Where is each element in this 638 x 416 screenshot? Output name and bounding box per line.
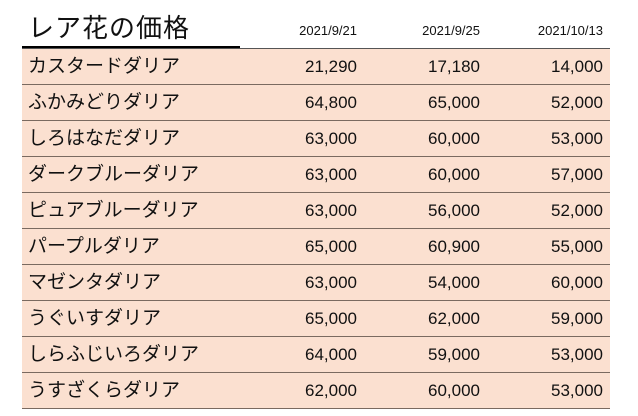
flower-name-cell: しらふじいろダリア — [28, 343, 200, 365]
flower-name-cell: しろはなだダリア — [28, 127, 181, 149]
table-row: カスタードダリア 21,290 17,180 14,000 — [22, 49, 610, 85]
price-cell: 53,000 — [551, 381, 603, 400]
price-cell: 60,000 — [428, 381, 480, 400]
flower-name-cell: パープルダリア — [28, 235, 160, 257]
date-header-3: 2021/10/13 — [537, 23, 603, 38]
price-cell: 65,000 — [305, 237, 357, 256]
flower-name-cell: ダークブルーダリア — [28, 163, 200, 185]
price-cell: 60,000 — [428, 129, 480, 148]
price-cell: 53,000 — [551, 345, 603, 364]
table-row: しろはなだダリア 63,000 60,000 53,000 — [22, 121, 610, 157]
price-cell: 63,000 — [305, 201, 357, 220]
flower-name-cell: うぐいすダリア — [28, 307, 162, 329]
flower-name-cell: マゼンタダリア — [28, 271, 162, 293]
table-row: ふかみどりダリア 64,800 65,000 52,000 — [22, 85, 610, 121]
table-row: うぐいすダリア 65,000 62,000 59,000 — [22, 301, 610, 337]
table-row: しらふじいろダリア 64,000 59,000 53,000 — [22, 337, 610, 373]
price-cell: 64,000 — [305, 345, 357, 364]
price-cell: 63,000 — [305, 273, 357, 292]
sheet-title: レア花の価格 — [22, 14, 240, 48]
header-row: レア花の価格 2021/9/21 2021/9/25 2021/10/13 — [22, 14, 610, 48]
price-cell: 63,000 — [305, 129, 357, 148]
price-table: カスタードダリア 21,290 17,180 14,000 ふかみどりダリア 6… — [22, 48, 610, 409]
flower-name-cell: ピュアブルーダリア — [28, 199, 199, 221]
price-cell: 14,000 — [551, 57, 603, 76]
table-row: うすざくらダリア 62,000 60,000 53,000 — [22, 373, 610, 409]
flower-name-cell: うすざくらダリア — [28, 379, 181, 401]
price-cell: 53,000 — [551, 129, 603, 148]
price-sheet: レア花の価格 2021/9/21 2021/9/25 2021/10/13 カス… — [22, 14, 610, 409]
price-cell: 55,000 — [551, 237, 603, 256]
price-cell: 60,900 — [428, 237, 480, 256]
date-header-1: 2021/9/21 — [299, 23, 357, 38]
price-cell: 62,000 — [305, 381, 357, 400]
price-cell: 57,000 — [551, 165, 603, 184]
price-cell: 54,000 — [428, 273, 480, 292]
price-cell: 65,000 — [428, 93, 480, 112]
price-cell: 62,000 — [428, 309, 480, 328]
price-cell: 64,800 — [305, 93, 357, 112]
price-cell: 59,000 — [428, 345, 480, 364]
table-row: ピュアブルーダリア 63,000 56,000 52,000 — [22, 193, 610, 229]
price-cell: 65,000 — [305, 309, 357, 328]
price-cell: 52,000 — [551, 93, 603, 112]
price-cell: 56,000 — [428, 201, 480, 220]
price-cell: 17,180 — [428, 57, 480, 76]
price-cell: 21,290 — [305, 57, 357, 76]
price-cell: 59,000 — [551, 309, 603, 328]
price-cell: 52,000 — [551, 201, 603, 220]
table-row: パープルダリア 65,000 60,900 55,000 — [22, 229, 610, 265]
flower-name-cell: ふかみどりダリア — [28, 91, 181, 113]
flower-name-cell: カスタードダリア — [28, 55, 181, 77]
date-header-2: 2021/9/25 — [422, 23, 480, 38]
price-cell: 63,000 — [305, 165, 357, 184]
table-row: マゼンタダリア 63,000 54,000 60,000 — [22, 265, 610, 301]
price-cell: 60,000 — [551, 273, 603, 292]
table-row: ダークブルーダリア 63,000 60,000 57,000 — [22, 157, 610, 193]
price-cell: 60,000 — [428, 165, 480, 184]
